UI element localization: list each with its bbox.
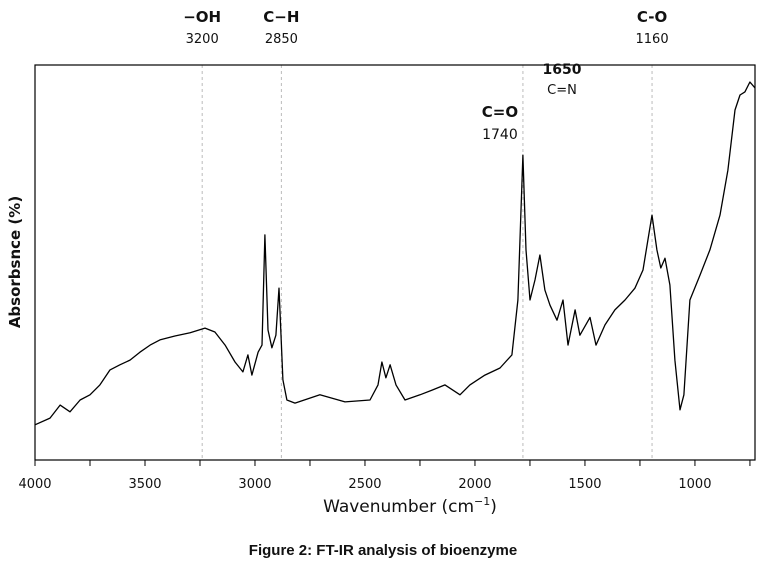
y-axis-label: Absorbsnce (%) [6,196,24,328]
x-tick-label: 3500 [128,477,161,492]
annotation-label: C=O [482,103,518,121]
annotation-value: C=N [547,83,577,98]
annotation-label: 1650 [543,62,582,78]
peak-annotations: −OH 3200 C−H 2850 C-O 1160 C=O 1740 1650 C=N [183,8,668,143]
x-tick-label: 2500 [348,477,381,492]
x-axis-ticks: 4000 3500 3000 2500 2000 1500 1000 [18,460,751,492]
annotation-value: 1740 [482,127,518,143]
x-tick-label: 1500 [568,477,601,492]
x-tick-label: 1000 [678,477,711,492]
x-tick-label: 2000 [458,477,491,492]
figure-caption: Figure 2: FT-IR analysis of bioenzyme [249,542,517,559]
annotation-label: C-O [637,8,667,26]
x-tick-label: 3000 [238,477,271,492]
annotation-guides [201,65,653,460]
annotation-label: −OH [183,8,221,26]
spectrum-line [34,81,756,426]
x-axis-label: Wavenumber (cm−1) [323,495,497,517]
annotation-value: 1160 [636,32,669,47]
annotation-value: 2850 [265,32,298,47]
plot-frame [34,64,756,461]
x-tick-label: 4000 [18,477,51,492]
annotation-label: C−H [263,8,299,26]
annotation-value: 3200 [186,32,219,47]
